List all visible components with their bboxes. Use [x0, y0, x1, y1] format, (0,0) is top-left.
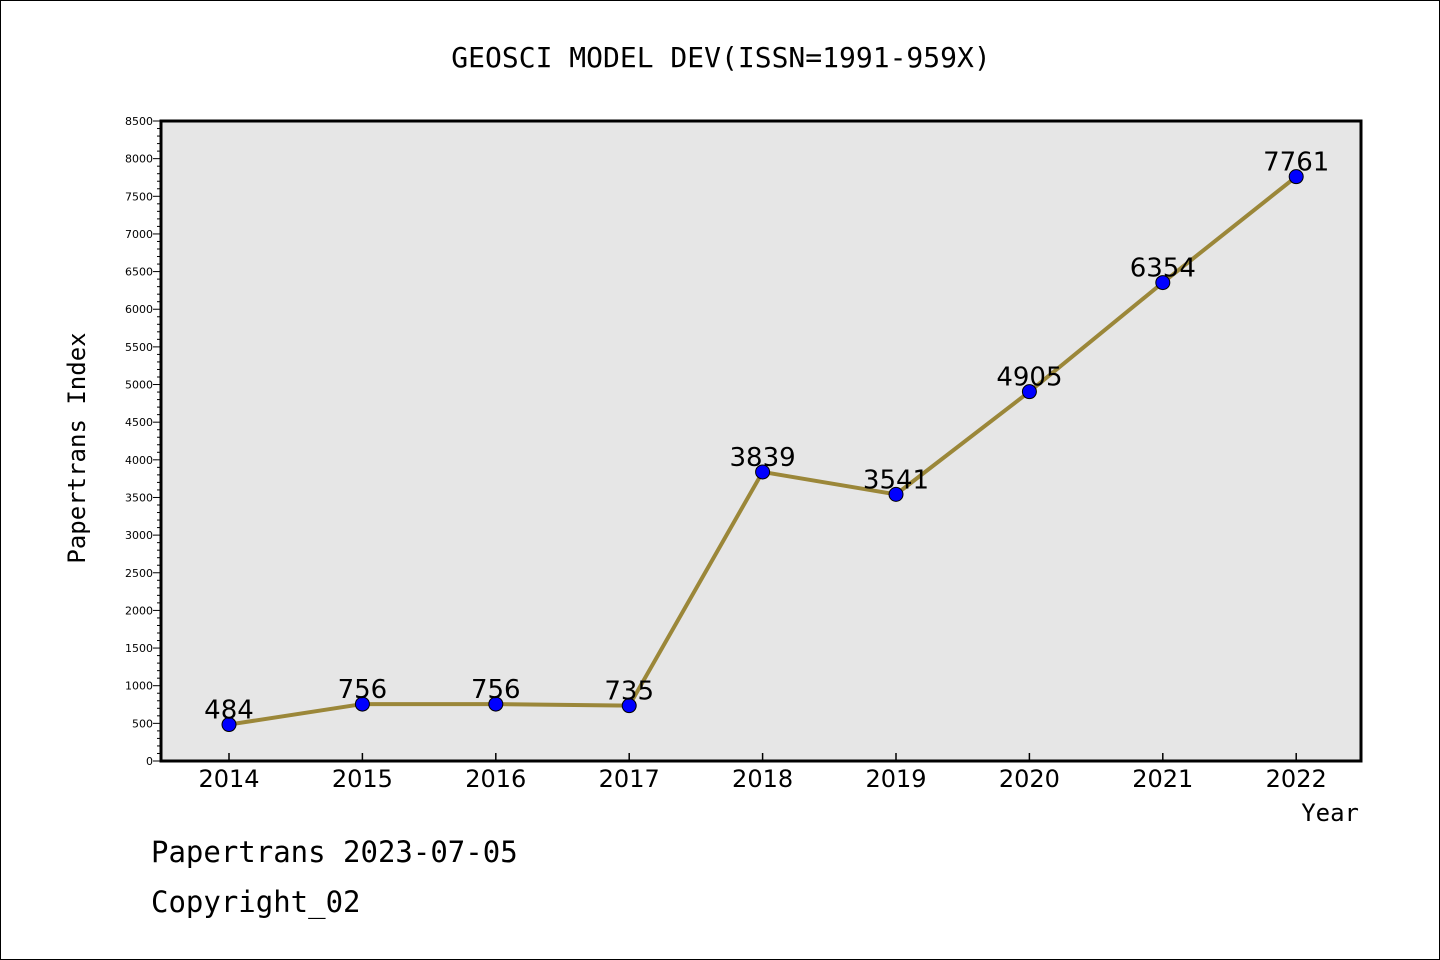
- y-tick-label: 5000: [125, 379, 153, 392]
- data-point-marker: [1288, 169, 1304, 185]
- x-tick-label: 2019: [865, 765, 926, 793]
- footer-date: Papertrans 2023-07-05: [151, 835, 518, 869]
- y-tick-label: 8000: [125, 153, 153, 166]
- y-tick-label: 0: [146, 755, 153, 768]
- data-labels-group: 484 756 756 735 3839 3541 4905 6354 7761: [204, 148, 1329, 726]
- x-axis: 2014 2015 2016 2017 2018 2019 2020 2021 2022: [198, 753, 1327, 793]
- y-axis: 0 500 1000 1500 2000 2500 3000 3500 4000 4500 5000…: [125, 115, 161, 768]
- data-point-marker: [888, 486, 904, 502]
- x-tick-label: 2021: [1132, 765, 1193, 793]
- y-tick-label: 7500: [125, 190, 153, 203]
- y-axis-title: Papertrans Index: [63, 332, 91, 563]
- x-tick-label: 2020: [999, 765, 1060, 793]
- data-point-marker: [488, 696, 504, 712]
- data-label: 756: [471, 675, 521, 705]
- data-label: 735: [604, 677, 654, 707]
- data-label: 756: [338, 675, 388, 705]
- data-label: 484: [204, 696, 254, 726]
- chart-title: GEOSCI MODEL DEV(ISSN=1991-959X): [451, 41, 990, 74]
- data-label: 6354: [1130, 254, 1196, 284]
- y-tick-label: 1000: [125, 680, 153, 693]
- data-label: 4905: [996, 363, 1062, 393]
- y-tick-label: 2000: [125, 604, 153, 617]
- y-tick-label: 3500: [125, 491, 153, 504]
- y-tick-label: 8500: [125, 115, 153, 128]
- data-label: 7761: [1263, 148, 1329, 178]
- data-point-marker: [621, 698, 637, 714]
- y-tick-label: 6500: [125, 266, 153, 279]
- y-tick-label: 6000: [125, 303, 153, 316]
- y-tick-label: 3000: [125, 529, 153, 542]
- y-tick-label: 1500: [125, 642, 153, 655]
- x-tick-label: 2015: [332, 765, 393, 793]
- y-tick-label: 500: [132, 717, 153, 730]
- markers-group: [221, 169, 1304, 733]
- data-label: 3839: [730, 443, 796, 473]
- x-axis-title: Year: [1301, 799, 1359, 827]
- y-tick-label: 4000: [125, 454, 153, 467]
- x-tick-label: 2022: [1266, 765, 1327, 793]
- x-tick-label: 2016: [465, 765, 526, 793]
- data-point-marker: [221, 717, 237, 733]
- y-tick-label: 5500: [125, 341, 153, 354]
- x-tick-label: 2017: [599, 765, 660, 793]
- data-point-marker: [755, 464, 771, 480]
- y-tick-label: 2500: [125, 567, 153, 580]
- x-tick-label: 2014: [198, 765, 259, 793]
- data-label: 3541: [863, 465, 929, 495]
- data-point-marker: [1155, 275, 1171, 291]
- data-point-marker: [354, 696, 370, 712]
- plot-area: [159, 119, 1363, 763]
- data-point-marker: [1021, 384, 1037, 400]
- x-tick-label: 2018: [732, 765, 793, 793]
- footer-copyright: Copyright_02: [151, 885, 361, 919]
- y-tick-label: 4500: [125, 416, 153, 429]
- y-tick-label: 7000: [125, 228, 153, 241]
